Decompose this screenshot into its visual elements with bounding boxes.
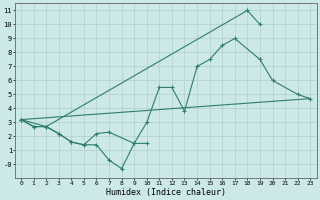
X-axis label: Humidex (Indice chaleur): Humidex (Indice chaleur) (106, 188, 226, 197)
